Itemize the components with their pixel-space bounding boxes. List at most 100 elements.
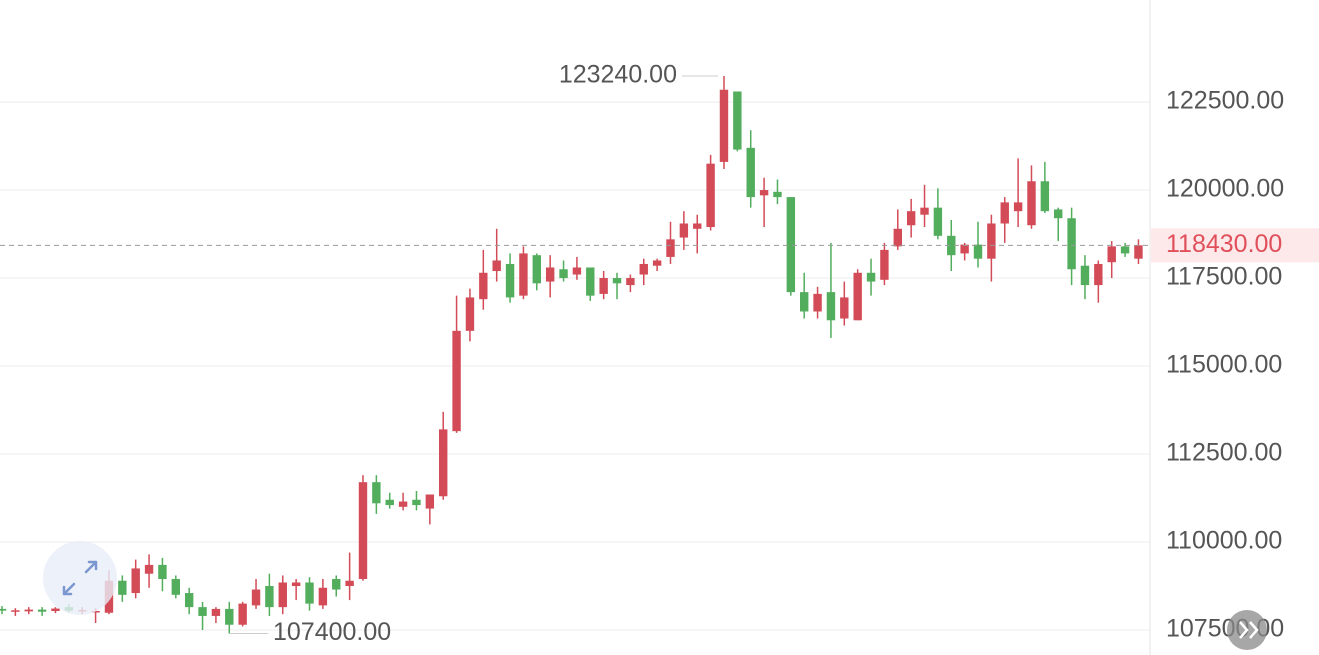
candle-body xyxy=(626,278,635,286)
candle-body xyxy=(813,293,822,312)
candle-body xyxy=(131,568,140,594)
candle-body xyxy=(225,608,234,625)
candle-body xyxy=(198,607,207,616)
y-tick-label: 122500.00 xyxy=(1166,87,1284,115)
candle-body xyxy=(759,190,769,196)
candle-body xyxy=(519,253,528,296)
candle-body xyxy=(278,582,287,608)
candle-body xyxy=(452,330,461,432)
candle-body xyxy=(318,587,328,606)
candle-body xyxy=(1054,209,1063,219)
last-price-bg xyxy=(1151,228,1319,263)
candle-body xyxy=(51,608,60,612)
expand-icon xyxy=(62,560,98,596)
candle-body xyxy=(866,272,876,282)
candle-body xyxy=(1094,263,1103,286)
candle-body xyxy=(465,297,475,331)
candle-body xyxy=(305,582,314,604)
candle-body xyxy=(719,89,729,162)
candle-body xyxy=(171,578,181,595)
expand-bg xyxy=(43,541,117,615)
candle-body xyxy=(265,586,274,608)
candle-body xyxy=(291,582,301,587)
candle-body xyxy=(1107,246,1116,263)
candle-body xyxy=(679,223,689,238)
candle-body xyxy=(398,501,408,507)
y-tick-label: 115000.00 xyxy=(1166,351,1282,379)
candle-body xyxy=(545,267,555,282)
candle-body xyxy=(479,272,488,300)
candle-body xyxy=(773,191,782,198)
candle-body xyxy=(920,207,929,215)
candle-body xyxy=(345,580,354,587)
candle-body xyxy=(372,482,381,504)
candle-body xyxy=(933,207,943,236)
candle-body xyxy=(11,610,20,612)
y-tick-label: 117500.00 xyxy=(1166,263,1282,291)
candle-body xyxy=(0,608,7,611)
candle-body xyxy=(492,260,501,272)
candle-body xyxy=(706,163,715,228)
candle-body xyxy=(586,267,595,296)
candle-body xyxy=(893,228,902,247)
candle-body xyxy=(358,482,368,579)
candle-body xyxy=(118,580,127,595)
candle-body xyxy=(652,260,662,266)
candle-body xyxy=(947,235,956,256)
candle-body xyxy=(599,278,608,294)
candle-body xyxy=(412,499,421,506)
candle-body xyxy=(24,609,33,612)
max-label: 123240.00 xyxy=(559,61,677,89)
candle-body xyxy=(1067,218,1076,270)
candle-body xyxy=(1120,246,1130,254)
last-price-label: 118430.00 xyxy=(1166,230,1282,258)
candle-body xyxy=(572,267,582,275)
candle-body xyxy=(1000,202,1009,224)
candle-body xyxy=(733,91,742,150)
candle-body xyxy=(505,263,515,298)
scroll-icon xyxy=(1239,621,1259,639)
candle-body xyxy=(158,564,167,579)
candle-body xyxy=(960,244,969,254)
candle-body xyxy=(91,611,100,613)
candle-body xyxy=(238,603,247,625)
min-label: 107400.00 xyxy=(273,618,391,646)
candle-body xyxy=(666,239,675,257)
grid xyxy=(0,101,1150,631)
candle-body xyxy=(906,211,916,226)
candle-body xyxy=(425,494,435,509)
candle-body xyxy=(746,147,755,198)
candle-body xyxy=(385,499,394,506)
candle-body xyxy=(144,564,154,574)
candle-body xyxy=(880,249,889,280)
candle-body xyxy=(800,292,809,312)
candle-body xyxy=(532,255,541,284)
candle-body xyxy=(826,292,836,321)
candle-body xyxy=(184,593,194,608)
candle-body xyxy=(786,197,796,293)
labels: 107500.00110000.00112500.00115000.001175… xyxy=(0,61,1319,646)
candle-body xyxy=(332,578,341,590)
candle-body xyxy=(840,297,849,319)
candle-body xyxy=(1080,265,1090,286)
candle-body xyxy=(853,272,862,321)
y-tick-label: 120000.00 xyxy=(1166,175,1284,203)
candle-body xyxy=(987,223,996,259)
candle-body xyxy=(439,429,448,497)
candle-body xyxy=(639,263,648,275)
candle-body xyxy=(973,244,983,259)
candle-body xyxy=(559,269,568,279)
candle-body xyxy=(251,589,261,606)
y-tick-label: 112500.00 xyxy=(1166,439,1282,467)
candle-body xyxy=(211,608,221,616)
expand-button[interactable] xyxy=(43,541,117,615)
candles xyxy=(0,76,1143,634)
candle-body xyxy=(1040,181,1050,212)
candle-body xyxy=(1134,245,1143,259)
y-tick-label: 110000.00 xyxy=(1166,527,1282,555)
candle-body xyxy=(612,278,622,284)
candle-body xyxy=(1027,181,1036,226)
candle-body xyxy=(693,223,702,229)
candle-body xyxy=(37,609,47,612)
